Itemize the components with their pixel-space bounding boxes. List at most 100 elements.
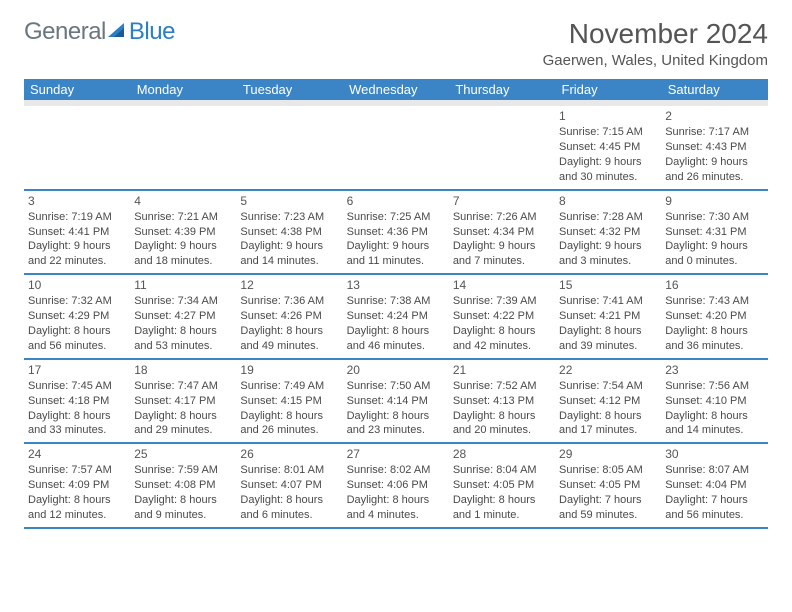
cell-line: Sunrise: 7:49 AM (240, 379, 338, 394)
cell-line: Sunset: 4:24 PM (347, 309, 445, 324)
day-number: 20 (347, 362, 445, 378)
day-cell: 30Sunrise: 8:07 AMSunset: 4:04 PMDayligh… (661, 443, 767, 527)
cell-line: Daylight: 8 hours (134, 493, 232, 508)
cell-line: Sunset: 4:38 PM (240, 225, 338, 240)
day-cell: 26Sunrise: 8:01 AMSunset: 4:07 PMDayligh… (236, 443, 342, 527)
cell-line: Sunrise: 7:50 AM (347, 379, 445, 394)
day-cell: 4Sunrise: 7:21 AMSunset: 4:39 PMDaylight… (130, 190, 236, 275)
day-cell: 29Sunrise: 8:05 AMSunset: 4:05 PMDayligh… (555, 443, 661, 527)
cell-line: Daylight: 8 hours (240, 409, 338, 424)
cell-line: Daylight: 9 hours (134, 239, 232, 254)
cell-line: and 11 minutes. (347, 254, 445, 269)
cell-line: Daylight: 8 hours (453, 409, 551, 424)
cell-line: and 4 minutes. (347, 508, 445, 523)
day-cell: 18Sunrise: 7:47 AMSunset: 4:17 PMDayligh… (130, 359, 236, 444)
cell-line: Daylight: 8 hours (559, 409, 657, 424)
day-header: Thursday (449, 79, 555, 100)
day-cell: 16Sunrise: 7:43 AMSunset: 4:20 PMDayligh… (661, 274, 767, 359)
cell-line: Daylight: 9 hours (665, 239, 763, 254)
day-number: 24 (28, 446, 126, 462)
cell-line: Daylight: 8 hours (134, 409, 232, 424)
cell-line: and 23 minutes. (347, 423, 445, 438)
cell-line: and 36 minutes. (665, 339, 763, 354)
cell-line: Sunrise: 7:17 AM (665, 125, 763, 140)
cell-line: Sunset: 4:06 PM (347, 478, 445, 493)
day-number: 27 (347, 446, 445, 462)
cell-line: and 49 minutes. (240, 339, 338, 354)
cell-line: and 26 minutes. (665, 170, 763, 185)
cell-line: Sunset: 4:39 PM (134, 225, 232, 240)
day-cell: 1Sunrise: 7:15 AMSunset: 4:45 PMDaylight… (555, 106, 661, 190)
cell-line: and 14 minutes. (240, 254, 338, 269)
cell-line: Sunrise: 7:15 AM (559, 125, 657, 140)
week-row: 17Sunrise: 7:45 AMSunset: 4:18 PMDayligh… (24, 359, 768, 444)
day-number: 17 (28, 362, 126, 378)
cell-line: and 0 minutes. (665, 254, 763, 269)
cell-line: and 12 minutes. (28, 508, 126, 523)
cell-line: Sunset: 4:07 PM (240, 478, 338, 493)
cell-line: Sunrise: 7:45 AM (28, 379, 126, 394)
cell-line: and 9 minutes. (134, 508, 232, 523)
cell-line: Sunrise: 7:54 AM (559, 379, 657, 394)
day-cell: 21Sunrise: 7:52 AMSunset: 4:13 PMDayligh… (449, 359, 555, 444)
day-number: 16 (665, 277, 763, 293)
cell-line: Sunset: 4:15 PM (240, 394, 338, 409)
cell-line: Sunset: 4:26 PM (240, 309, 338, 324)
week-row: 3Sunrise: 7:19 AMSunset: 4:41 PMDaylight… (24, 190, 768, 275)
cell-line: Sunrise: 7:38 AM (347, 294, 445, 309)
day-cell: 7Sunrise: 7:26 AMSunset: 4:34 PMDaylight… (449, 190, 555, 275)
cell-line: Sunset: 4:08 PM (134, 478, 232, 493)
cell-line: Daylight: 7 hours (559, 493, 657, 508)
cell-line: and 39 minutes. (559, 339, 657, 354)
cell-line: and 53 minutes. (134, 339, 232, 354)
cell-line: and 3 minutes. (559, 254, 657, 269)
cell-line: Sunset: 4:20 PM (665, 309, 763, 324)
cell-line: and 46 minutes. (347, 339, 445, 354)
cell-line: Sunset: 4:36 PM (347, 225, 445, 240)
day-cell: 2Sunrise: 7:17 AMSunset: 4:43 PMDaylight… (661, 106, 767, 190)
cell-line: Sunrise: 7:26 AM (453, 210, 551, 225)
cell-line: Daylight: 8 hours (240, 493, 338, 508)
day-number: 5 (240, 193, 338, 209)
location: Gaerwen, Wales, United Kingdom (543, 52, 768, 69)
day-cell: 12Sunrise: 7:36 AMSunset: 4:26 PMDayligh… (236, 274, 342, 359)
day-cell: 5Sunrise: 7:23 AMSunset: 4:38 PMDaylight… (236, 190, 342, 275)
cell-line: Daylight: 8 hours (453, 324, 551, 339)
cell-line: and 1 minute. (453, 508, 551, 523)
cell-line: Daylight: 8 hours (347, 324, 445, 339)
day-number: 22 (559, 362, 657, 378)
cell-line: Sunrise: 8:01 AM (240, 463, 338, 478)
cell-line: Sunset: 4:05 PM (559, 478, 657, 493)
day-number: 10 (28, 277, 126, 293)
day-number: 26 (240, 446, 338, 462)
day-cell: 11Sunrise: 7:34 AMSunset: 4:27 PMDayligh… (130, 274, 236, 359)
day-number: 8 (559, 193, 657, 209)
day-number: 2 (665, 108, 763, 124)
day-cell: 22Sunrise: 7:54 AMSunset: 4:12 PMDayligh… (555, 359, 661, 444)
day-cell: 8Sunrise: 7:28 AMSunset: 4:32 PMDaylight… (555, 190, 661, 275)
week-row: 10Sunrise: 7:32 AMSunset: 4:29 PMDayligh… (24, 274, 768, 359)
day-header: Sunday (24, 79, 130, 100)
cell-line: Sunrise: 7:19 AM (28, 210, 126, 225)
cell-line: Daylight: 8 hours (347, 493, 445, 508)
cell-line: Sunrise: 7:52 AM (453, 379, 551, 394)
cell-line: Sunrise: 7:21 AM (134, 210, 232, 225)
day-number: 29 (559, 446, 657, 462)
day-header: Friday (555, 79, 661, 100)
day-number: 1 (559, 108, 657, 124)
cell-line: Sunrise: 8:05 AM (559, 463, 657, 478)
bottom-rule (24, 527, 768, 529)
day-header: Monday (130, 79, 236, 100)
cell-line: and 22 minutes. (28, 254, 126, 269)
cell-line: Sunset: 4:45 PM (559, 140, 657, 155)
day-number: 28 (453, 446, 551, 462)
brand-logo: General Blue (24, 18, 175, 46)
day-header: Saturday (661, 79, 767, 100)
cell-line: Sunrise: 8:07 AM (665, 463, 763, 478)
cell-line: Daylight: 7 hours (665, 493, 763, 508)
day-header: Wednesday (343, 79, 449, 100)
cell-line: and 7 minutes. (453, 254, 551, 269)
cell-line: Daylight: 9 hours (559, 239, 657, 254)
cell-line: Daylight: 9 hours (347, 239, 445, 254)
week-row: 1Sunrise: 7:15 AMSunset: 4:45 PMDaylight… (24, 106, 768, 190)
